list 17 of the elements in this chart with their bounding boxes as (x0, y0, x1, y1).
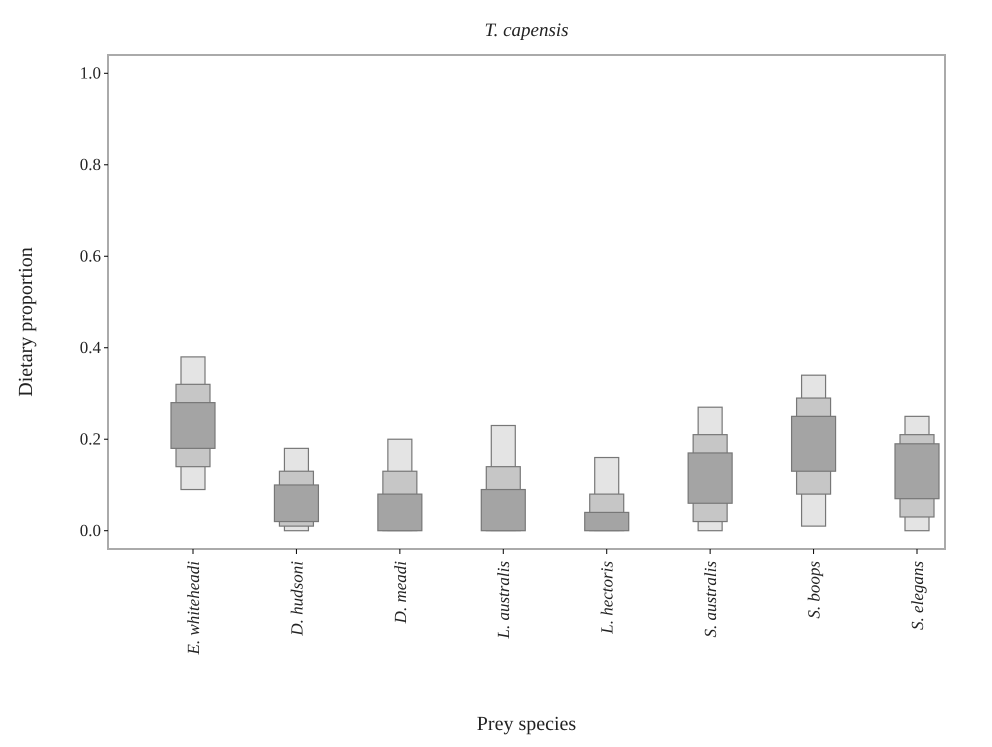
x-tick-label: D. meadi (390, 560, 410, 624)
x-tick-label: L. australis (494, 560, 514, 640)
y-axis-title: Dietary proportion (15, 247, 37, 397)
x-tick-label: D. hudsoni (287, 560, 306, 637)
x-tick-label: S. australis (701, 560, 720, 638)
y-tick-label: 0.0 (80, 521, 101, 540)
x-tick-label: L. hectoris (598, 560, 617, 635)
x-tick-label: E. whiteheadi (184, 560, 203, 656)
x-tick-label: S. boops (804, 560, 824, 619)
y-tick-label: 0.6 (80, 246, 101, 266)
y-tick-label: 1.0 (80, 64, 101, 83)
x-axis-title: Prey species (476, 713, 576, 735)
chart-title: T. capensis (484, 20, 569, 41)
y-tick-label: 0.2 (80, 430, 101, 449)
y-tick-label: 0.4 (80, 338, 102, 358)
y-tick-label: 0.8 (80, 155, 101, 174)
x-tick-label: S. elegans (908, 560, 927, 630)
